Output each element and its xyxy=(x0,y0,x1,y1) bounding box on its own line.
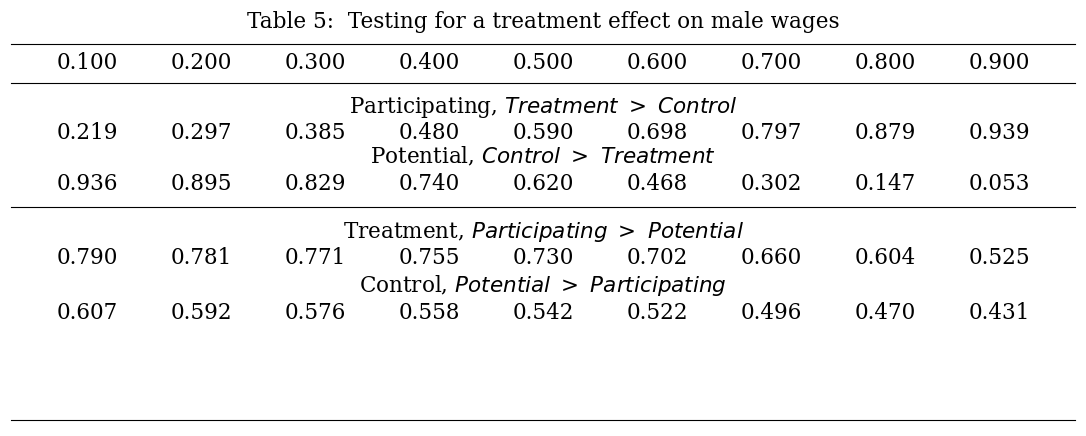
Text: 0.385: 0.385 xyxy=(285,122,345,144)
Text: 0.600: 0.600 xyxy=(627,52,687,74)
Text: 0.755: 0.755 xyxy=(399,247,459,269)
Text: 0.590: 0.590 xyxy=(513,122,573,144)
Text: 0.879: 0.879 xyxy=(855,122,915,144)
Text: 0.592: 0.592 xyxy=(171,302,231,324)
Text: 0.698: 0.698 xyxy=(627,122,687,144)
Text: 0.431: 0.431 xyxy=(969,302,1030,324)
Text: 0.400: 0.400 xyxy=(399,52,459,74)
Text: 0.800: 0.800 xyxy=(855,52,915,74)
Text: 0.730: 0.730 xyxy=(513,247,573,269)
Text: 0.576: 0.576 xyxy=(285,302,345,324)
Text: 0.607: 0.607 xyxy=(56,302,117,324)
Text: 0.829: 0.829 xyxy=(285,173,345,195)
Text: 0.702: 0.702 xyxy=(627,247,687,269)
Text: Treatment, $\mathit{Participating\ >\ Potential}$: Treatment, $\mathit{Participating\ >\ Po… xyxy=(342,220,744,244)
Text: 0.522: 0.522 xyxy=(627,302,687,324)
Text: 0.053: 0.053 xyxy=(969,173,1030,195)
Text: 0.480: 0.480 xyxy=(399,122,459,144)
Text: 0.790: 0.790 xyxy=(56,247,117,269)
Text: 0.468: 0.468 xyxy=(627,173,687,195)
Text: Control, $\mathit{Potential\ >\ Participating}$: Control, $\mathit{Potential\ >\ Particip… xyxy=(359,272,727,297)
Text: 0.200: 0.200 xyxy=(171,52,231,74)
Text: Participating, $\mathit{Treatment\ >\ Control}$: Participating, $\mathit{Treatment\ >\ Co… xyxy=(349,95,737,119)
Text: 0.470: 0.470 xyxy=(855,302,915,324)
Text: 0.936: 0.936 xyxy=(56,173,117,195)
Text: Potential, $\mathit{Control\ >\ Treatment}$: Potential, $\mathit{Control\ >\ Treatmen… xyxy=(370,146,716,169)
Text: 0.797: 0.797 xyxy=(741,122,801,144)
Text: 0.100: 0.100 xyxy=(56,52,117,74)
Text: 0.781: 0.781 xyxy=(171,247,231,269)
Text: 0.525: 0.525 xyxy=(969,247,1030,269)
Text: 0.895: 0.895 xyxy=(171,173,231,195)
Text: 0.939: 0.939 xyxy=(969,122,1030,144)
Text: 0.604: 0.604 xyxy=(855,247,915,269)
Text: Table 5:  Testing for a treatment effect on male wages: Table 5: Testing for a treatment effect … xyxy=(247,11,839,33)
Text: 0.219: 0.219 xyxy=(56,122,117,144)
Text: 0.660: 0.660 xyxy=(741,247,801,269)
Text: 0.500: 0.500 xyxy=(513,52,573,74)
Text: 0.700: 0.700 xyxy=(741,52,801,74)
Text: 0.147: 0.147 xyxy=(855,173,915,195)
Text: 0.900: 0.900 xyxy=(969,52,1030,74)
Text: 0.297: 0.297 xyxy=(171,122,231,144)
Text: 0.620: 0.620 xyxy=(513,173,573,195)
Text: 0.300: 0.300 xyxy=(285,52,345,74)
Text: 0.740: 0.740 xyxy=(399,173,459,195)
Text: 0.496: 0.496 xyxy=(741,302,801,324)
Text: 0.558: 0.558 xyxy=(399,302,459,324)
Text: 0.542: 0.542 xyxy=(513,302,573,324)
Text: 0.302: 0.302 xyxy=(741,173,801,195)
Text: 0.771: 0.771 xyxy=(285,247,345,269)
